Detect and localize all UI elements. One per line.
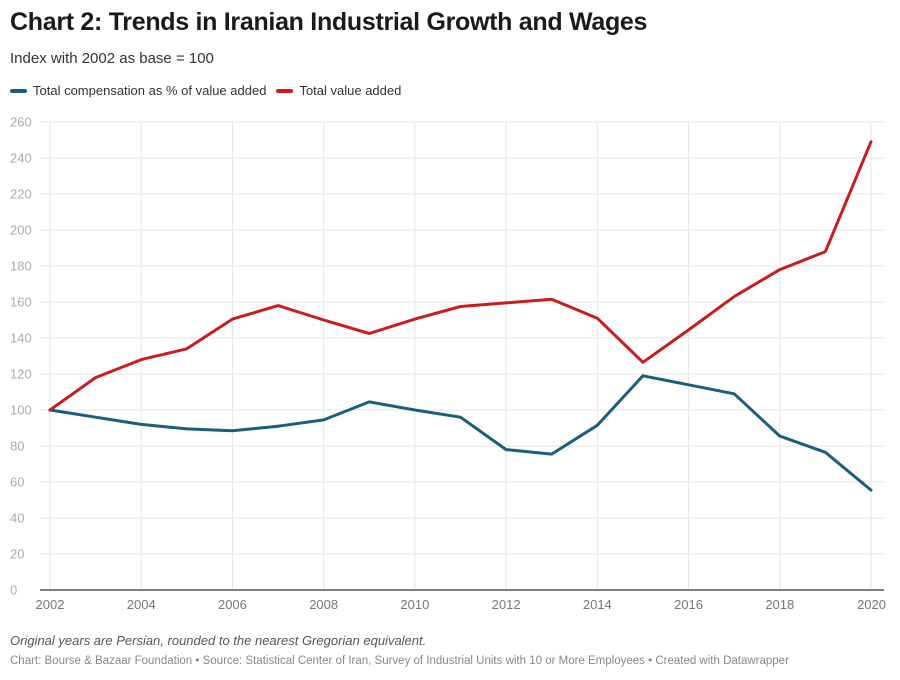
gridlines xyxy=(40,121,884,590)
y-tick-label: 120 xyxy=(10,367,32,382)
x-tick-label: 2010 xyxy=(400,597,429,612)
y-tick-label: 80 xyxy=(10,439,24,454)
y-tick-label: 140 xyxy=(10,331,32,346)
chart-note: Original years are Persian, rounded to t… xyxy=(10,633,427,648)
x-tick-label: 2008 xyxy=(309,597,338,612)
x-tick-label: 2014 xyxy=(583,597,612,612)
x-tick-label: 2004 xyxy=(127,597,156,612)
y-tick-label: 60 xyxy=(10,475,24,490)
y-tick-label: 100 xyxy=(10,403,32,418)
x-tick-label: 2006 xyxy=(218,597,247,612)
chart-source: Chart: Bourse & Bazaar Foundation • Sour… xyxy=(10,655,789,667)
x-tick-label: 2020 xyxy=(857,597,886,612)
y-tick-label: 240 xyxy=(10,151,32,166)
y-tick-label: 0 xyxy=(10,583,17,598)
y-tick-label: 220 xyxy=(10,187,32,202)
legend-swatch-value-added xyxy=(276,88,294,93)
legend-item-compensation: Total compensation as % of value added xyxy=(10,83,266,98)
y-tick-label: 40 xyxy=(10,511,24,526)
x-tick-label: 2018 xyxy=(765,597,794,612)
series-line-value-added xyxy=(48,140,873,412)
legend-label-value-added: Total value added xyxy=(299,83,402,98)
legend: Total compensation as % of value added T… xyxy=(10,83,411,98)
series-line-compensation xyxy=(48,374,873,492)
legend-label-compensation: Total compensation as % of value added xyxy=(33,83,267,98)
y-tick-label: 20 xyxy=(10,547,24,562)
chart-subtitle: Index with 2002 as base = 100 xyxy=(10,50,214,67)
x-axis-labels: 2002 2004 2006 2008 2010 2012 2014 2016 2018 2020 xyxy=(36,597,886,612)
series-lines xyxy=(48,140,873,492)
y-tick-label: 160 xyxy=(10,295,32,310)
x-tick-label: 2012 xyxy=(492,597,521,612)
y-tick-label: 180 xyxy=(10,259,32,274)
y-axis-labels: 0 20 40 60 80 100 120 140 160 180 200 220 240 260 xyxy=(10,115,32,598)
y-tick-label: 260 xyxy=(10,115,32,130)
y-tick-label: 200 xyxy=(10,223,32,238)
legend-swatch-compensation xyxy=(10,88,27,93)
x-tick-label: 2016 xyxy=(674,597,703,612)
chart-title: Chart 2: Trends in Iranian Industrial Gr… xyxy=(10,8,648,36)
legend-item-value-added: Total value added xyxy=(276,83,401,98)
x-tick-label: 2002 xyxy=(36,597,65,612)
